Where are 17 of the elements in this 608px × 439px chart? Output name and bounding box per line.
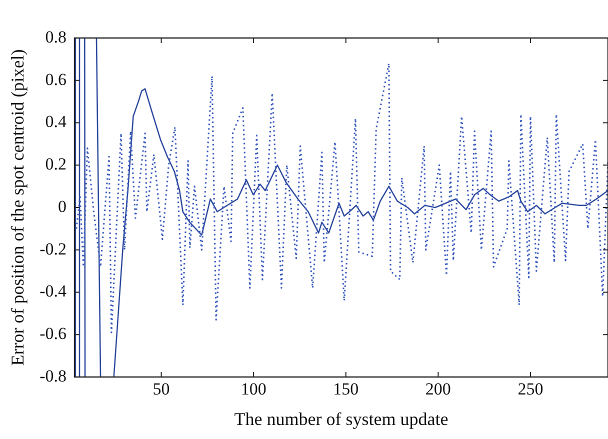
x-axis-title: The number of system update bbox=[234, 408, 448, 429]
y-tick-label: -0.8 bbox=[40, 366, 67, 386]
x-tick-label: 50 bbox=[152, 380, 170, 399]
y-tick-label: 0.4 bbox=[45, 112, 68, 132]
y-tick-label: -0.6 bbox=[40, 324, 67, 344]
x-tick-label: 200 bbox=[425, 380, 451, 399]
y-tick-label: -0.2 bbox=[40, 239, 67, 258]
x-tick-label: 150 bbox=[333, 380, 359, 399]
line-series bbox=[76, 62, 608, 334]
x-tick-label: 250 bbox=[518, 380, 544, 399]
y-tick-label: 0 bbox=[58, 196, 67, 216]
y-tick-label: 0.8 bbox=[45, 27, 67, 46]
y-axis-title: Error of position of the spot centroid (pixel) bbox=[8, 49, 28, 366]
y-tick-label: 0.2 bbox=[45, 154, 67, 174]
x-tick-label: 100 bbox=[240, 380, 266, 399]
y-tick-label: -0.4 bbox=[40, 282, 67, 301]
y-tick-label: 0.6 bbox=[45, 70, 67, 89]
